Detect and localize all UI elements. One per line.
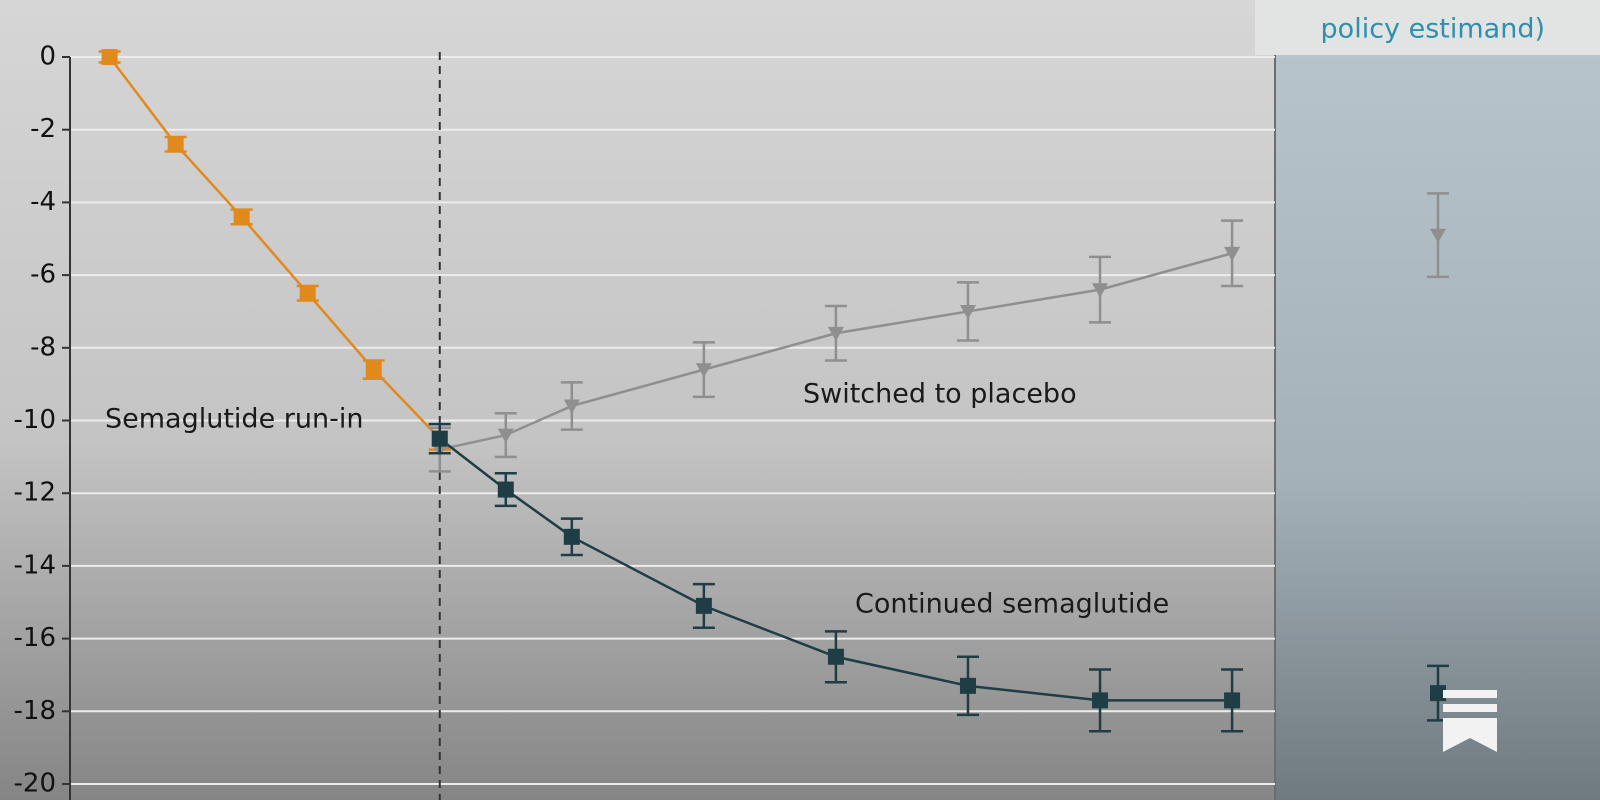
plot: 0 -2 -4 -6 -8 -10 -12 -14 -16 -18 -20 Semaglutide r… <box>14 42 1449 800</box>
marker <box>1092 692 1109 709</box>
marker <box>299 285 316 302</box>
marker <box>497 428 514 444</box>
panel-header: policy estimand) <box>1321 14 1545 45</box>
series-label: Semaglutide run-in <box>105 404 363 435</box>
marker <box>101 49 118 65</box>
series-line <box>108 56 441 440</box>
series-line <box>438 437 1233 702</box>
y-tick-label: 0 <box>39 42 56 72</box>
y-tick-label: -4 <box>30 187 56 217</box>
y-tick-label: -16 <box>14 623 56 653</box>
marker <box>1430 685 1446 702</box>
marker <box>1092 283 1109 298</box>
marker <box>233 208 250 225</box>
marker <box>365 361 382 378</box>
marker <box>695 363 712 378</box>
y-tick-label: -8 <box>30 332 56 362</box>
marker <box>1224 692 1241 709</box>
marker <box>827 326 844 342</box>
marker <box>563 399 580 414</box>
y-tick-label: -10 <box>14 405 56 435</box>
y-tick-label: -2 <box>30 114 56 144</box>
marker <box>563 528 580 545</box>
marker <box>431 430 448 447</box>
series-label: Continued semaglutide <box>855 589 1169 620</box>
y-tick-label: -12 <box>14 478 56 508</box>
marker <box>497 481 514 498</box>
marker <box>959 305 976 320</box>
marker <box>827 648 844 665</box>
y-tick-label: -20 <box>14 769 56 799</box>
marker <box>959 677 976 694</box>
y-tick-label: -18 <box>14 696 56 726</box>
y-tick-label: -14 <box>14 550 56 580</box>
series-line <box>439 252 1233 451</box>
marker <box>695 597 712 614</box>
marker <box>1224 246 1241 262</box>
series-label: Switched to placebo <box>803 379 1077 410</box>
bookmark-icon <box>1443 690 1497 752</box>
marker <box>167 136 184 153</box>
panel-header-bg <box>1255 0 1600 55</box>
marker <box>1430 228 1446 244</box>
y-tick-label: -6 <box>30 260 56 290</box>
